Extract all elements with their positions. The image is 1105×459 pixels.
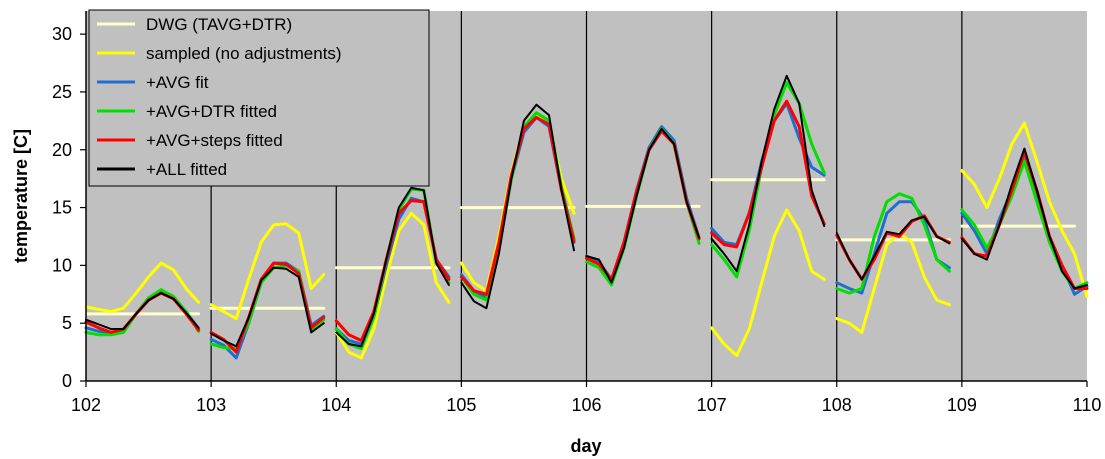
series-5-day-segment-1 [210,266,325,348]
series-3-day-segment-6 [835,192,951,295]
series-layer [84,74,1089,360]
y-axis-ticks: 0 5 10 15 20 25 30 [52,24,86,391]
y-tick-label: 20 [52,140,72,160]
legend-label-0: DWG (TAVG+DTR) [146,15,292,34]
series-5-day-segment-0 [85,292,200,330]
series-5 [85,74,1088,348]
legend: DWG (TAVG+DTR) sampled (no adjustments) +A… [88,9,430,187]
series-5-day-segment-7 [960,147,1088,290]
series-1-day-segment-7 [960,121,1089,299]
series-1-day-segment-1 [209,222,326,321]
x-tick-label: 104 [321,395,351,415]
x-tick-label: 110 [1073,395,1102,415]
x-tick-label: 108 [822,395,852,415]
series-1-day-segment-6 [835,231,951,334]
series-4-day-segment-5 [710,99,826,249]
y-tick-label: 10 [52,255,72,275]
series-5-day-segment-4 [585,127,701,284]
y-axis-title: temperature [C] [11,129,31,263]
x-tick-label: 106 [571,395,601,415]
x-tick-label: 109 [947,395,977,415]
x-tick-label: 102 [71,395,101,415]
y-tick-label: 0 [62,371,72,391]
series-5-day-segment-6 [835,215,951,281]
y-tick-label: 5 [62,313,72,333]
y-tick-label: 30 [52,24,72,44]
x-axis-title: day [570,436,601,456]
x-tick-label: 105 [446,395,476,415]
x-axis-ticks: 102 103 104 105 106 107 108 109 110 [71,381,1101,415]
legend-label-3: +AVG+DTR fitted [146,102,277,121]
series-1-day-segment-0 [84,261,201,314]
y-tick-label: 15 [52,198,72,218]
x-tick-label: 103 [196,395,226,415]
series-1-day-segment-2 [334,211,451,360]
series-5-day-segment-3 [460,103,575,310]
legend-box [88,9,430,187]
x-tick-label: 107 [697,395,727,415]
series-1-day-segment-5 [710,208,826,358]
legend-label-5: +ALL fitted [146,160,227,179]
legend-label-2: +AVG fit [146,73,209,92]
y-tick-label: 25 [52,82,72,102]
legend-label-4: +AVG+steps fitted [146,131,283,150]
series-5-day-segment-2 [335,186,450,348]
series-5-day-segment-5 [710,74,826,273]
series-4-day-segment-7 [960,150,1089,290]
legend-label-1: sampled (no adjustments) [146,44,342,63]
